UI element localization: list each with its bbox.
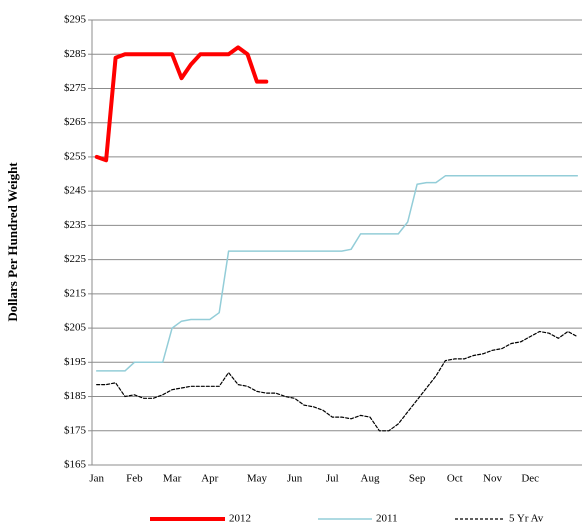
y-tick-label: $225 [64,253,87,265]
y-tick-label: $285 [64,48,87,60]
y-tick-label: $295 [64,14,87,26]
series-line [95,175,579,372]
x-tick-label: Jan [89,473,104,485]
x-tick-label: Jul [326,473,339,485]
y-tick-label: $235 [64,219,87,231]
x-tick-label: Oct [447,473,463,485]
legend-label: 5 Yr Av [509,513,544,525]
legend-label: 2012 [229,513,251,525]
y-tick-label: $205 [64,322,87,334]
x-tick-label: Sep [409,473,426,485]
y-tick-label: $165 [64,459,87,471]
x-tick-label: Mar [163,473,182,485]
x-tick-label: Dec [521,473,539,485]
x-tick-label: Jun [287,473,303,485]
y-tick-label: $195 [64,356,87,368]
x-tick-label: Nov [483,473,502,485]
y-tick-label: $185 [64,390,87,402]
legend-label: 2011 [376,513,398,525]
x-tick-label: Aug [361,473,380,485]
series-line [94,45,269,163]
y-axis-label: Dollars Per Hundred Weight [5,162,20,322]
y-tick-label: $265 [64,116,87,128]
y-tick-label: $245 [64,185,87,197]
y-tick-label: $175 [64,424,87,436]
y-tick-label: $275 [64,82,87,94]
series-line [96,330,578,432]
x-tick-label: May [247,473,268,485]
x-tick-label: Apr [201,473,218,485]
x-tick-label: Feb [126,473,143,485]
y-tick-label: $215 [64,287,87,299]
y-tick-label: $255 [64,150,87,162]
